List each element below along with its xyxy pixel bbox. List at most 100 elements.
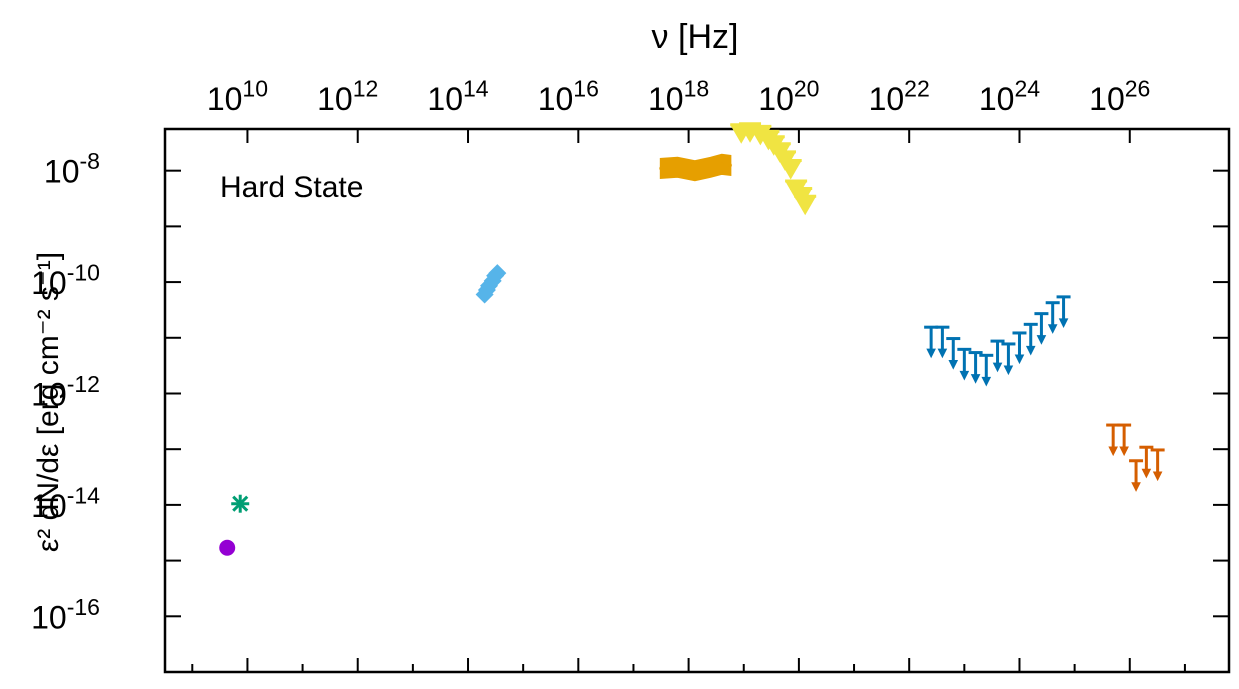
data-point bbox=[1129, 459, 1144, 492]
data-point bbox=[946, 337, 961, 370]
y-tick-label-base: 10 bbox=[31, 488, 67, 524]
x-tick-label-base: 10 bbox=[979, 81, 1015, 117]
data-point bbox=[935, 325, 950, 359]
data-point bbox=[1034, 312, 1049, 345]
data-point bbox=[1150, 448, 1165, 482]
limit-arrow bbox=[926, 348, 936, 359]
x-tick-label-base: 10 bbox=[1089, 81, 1125, 117]
data-point bbox=[779, 160, 802, 180]
limit-arrow bbox=[948, 360, 959, 370]
limit-arrow bbox=[1131, 482, 1141, 492]
x-tick-label-base: 10 bbox=[538, 81, 574, 117]
data-point bbox=[692, 168, 697, 173]
limit-arrow bbox=[1141, 468, 1152, 479]
data-point bbox=[708, 165, 713, 170]
series-layer bbox=[219, 122, 1165, 556]
x-axis-label: ν [Hz] bbox=[652, 18, 739, 56]
x-tick-label: 1024 bbox=[979, 76, 1040, 117]
x-tick-label-base: 10 bbox=[758, 81, 794, 117]
limit-arrow bbox=[937, 348, 948, 359]
x-tick-label-exponent: 18 bbox=[684, 76, 710, 102]
limit-arrow bbox=[992, 362, 1003, 373]
data-point bbox=[231, 494, 250, 513]
series-4 bbox=[730, 122, 817, 216]
series-1 bbox=[231, 494, 250, 513]
y-tick-label-base: 10 bbox=[31, 376, 67, 412]
data-point bbox=[1045, 301, 1060, 334]
x-tick-label: 1020 bbox=[758, 76, 819, 117]
limit-arrow bbox=[1058, 318, 1069, 328]
x-tick-label-base: 10 bbox=[869, 81, 905, 117]
x-tick-label: 1010 bbox=[207, 76, 268, 117]
limit-arrow bbox=[959, 370, 970, 381]
x-tick-label: 1014 bbox=[427, 76, 488, 117]
x-tick-label-base: 10 bbox=[427, 81, 463, 117]
data-point bbox=[968, 351, 983, 384]
y-axis-title: ε² dN/dε [erg cm⁻² s⁻¹] bbox=[32, 252, 65, 552]
x-tick-label-exponent: 24 bbox=[1014, 76, 1040, 102]
y-tick-label: 10-8 bbox=[44, 148, 100, 189]
y-axis-label: ε² dN/dε [erg cm⁻² s⁻¹] bbox=[32, 252, 65, 552]
x-tick-label-base: 10 bbox=[648, 81, 684, 117]
data-point bbox=[794, 196, 817, 216]
data-point bbox=[1012, 331, 1027, 365]
limit-arrow bbox=[1152, 471, 1163, 482]
data-point bbox=[219, 539, 236, 556]
x-tick-label-exponent: 16 bbox=[573, 76, 599, 102]
limit-arrow bbox=[1025, 345, 1036, 356]
data-point bbox=[1106, 423, 1121, 457]
asterisk-stroke bbox=[232, 495, 249, 512]
x-tick-label-base: 10 bbox=[317, 81, 353, 117]
y-tick-label-base: 10 bbox=[31, 265, 67, 301]
data-point bbox=[675, 165, 680, 170]
x-tick-label-exponent: 26 bbox=[1125, 76, 1151, 102]
limit-arrow bbox=[1047, 324, 1058, 334]
y-tick-label: 10-14 bbox=[31, 482, 100, 523]
data-point bbox=[1056, 295, 1071, 328]
series-2 bbox=[475, 264, 507, 304]
data-point bbox=[1001, 342, 1016, 376]
limit-arrow bbox=[1119, 446, 1129, 457]
data-point bbox=[1139, 445, 1154, 479]
state-annotation: Hard State bbox=[220, 171, 363, 204]
limit-arrow bbox=[1003, 365, 1014, 376]
limit-arrow bbox=[1014, 354, 1025, 365]
y-tick-label-exponent: -14 bbox=[67, 482, 100, 508]
x-tick-label-base: 10 bbox=[207, 81, 243, 117]
x-tick-label: 1012 bbox=[317, 76, 378, 117]
series-6 bbox=[1106, 423, 1165, 492]
x-tick-label: 1016 bbox=[538, 76, 599, 117]
x-tick-label-exponent: 20 bbox=[794, 76, 820, 102]
x-tick-label: 1022 bbox=[869, 76, 930, 117]
x-tick-label-exponent: 22 bbox=[904, 76, 930, 102]
x-tick-label-exponent: 14 bbox=[463, 76, 489, 102]
x-axis-title: ν [Hz] bbox=[652, 18, 739, 56]
data-point bbox=[659, 166, 664, 171]
y-tick-label: 10-10 bbox=[31, 260, 100, 301]
y-tick-label-exponent: -8 bbox=[80, 148, 100, 174]
data-point bbox=[719, 162, 724, 167]
y-tick-label: 10-16 bbox=[31, 594, 100, 635]
x-ticks: 1010 1012 1014 1016 1018 1020 1022 1024 1026 bbox=[191, 76, 1186, 672]
limit-arrow bbox=[970, 374, 981, 384]
limit-arrow bbox=[1036, 335, 1047, 345]
y-tick-label-base: 10 bbox=[44, 154, 80, 190]
series-5 bbox=[924, 295, 1071, 387]
x-tick-label: 1026 bbox=[1089, 76, 1150, 117]
data-point bbox=[990, 339, 1005, 373]
y-tick-label-exponent: -12 bbox=[67, 371, 100, 397]
y-tick-label-exponent: -10 bbox=[67, 260, 100, 286]
data-point bbox=[488, 264, 507, 283]
limit-arrow bbox=[981, 376, 992, 387]
x-tick-label: 1018 bbox=[648, 76, 709, 117]
y-tick-label-exponent: -16 bbox=[67, 594, 100, 620]
series-0 bbox=[219, 539, 236, 556]
data-point bbox=[979, 353, 994, 387]
y-tick-label: 10-12 bbox=[31, 371, 100, 412]
series-3 bbox=[659, 153, 732, 182]
x-tick-label-exponent: 10 bbox=[242, 76, 268, 102]
xray-band bbox=[659, 153, 732, 182]
data-point bbox=[1023, 322, 1038, 356]
